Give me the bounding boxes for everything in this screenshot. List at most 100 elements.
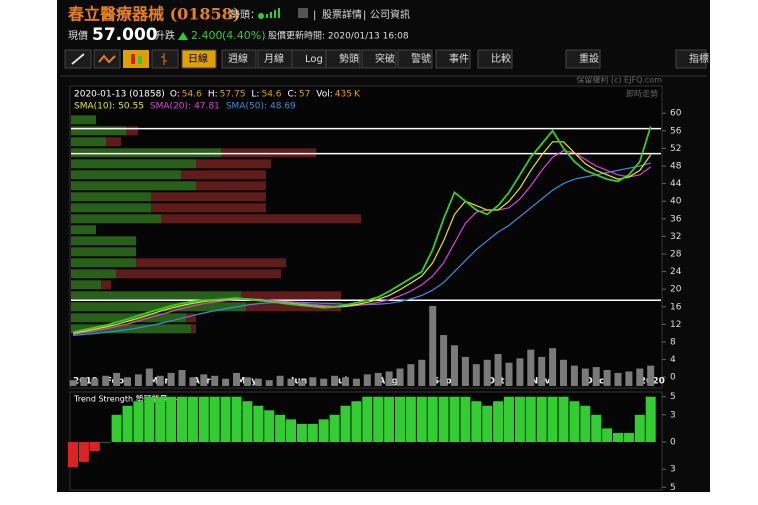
- profile-bar: [196, 181, 266, 191]
- toolbar-label: 事件: [449, 52, 469, 65]
- volume-bar: [527, 349, 535, 386]
- profile-bar: [71, 280, 101, 290]
- trend-bar: [187, 396, 198, 442]
- volume-bar: [581, 368, 589, 386]
- profile-bar: [246, 302, 341, 312]
- volume-bar: [472, 364, 480, 386]
- trend-bar: [264, 410, 275, 442]
- line-icon: [98, 54, 116, 64]
- toolbar-label: 勢頭: [339, 52, 359, 65]
- volume-bar: [69, 380, 77, 386]
- y-tick-label: 48: [670, 162, 682, 172]
- toolbar-button[interactable]: [675, 49, 707, 69]
- y-tick-label: 3: [670, 465, 676, 475]
- volume-bar: [385, 371, 393, 386]
- legend-name[interactable]: SMA(50):: [226, 102, 267, 112]
- toolbar-label: Log: [305, 54, 323, 65]
- toolbar-button[interactable]: [397, 49, 433, 69]
- trend-bar: [144, 396, 155, 442]
- volume-bar: [407, 364, 415, 386]
- trend-bar: [525, 396, 536, 442]
- ohlc-label: O:: [170, 90, 180, 100]
- profile-bar: [71, 159, 196, 169]
- profile-bar: [181, 170, 266, 180]
- toolbar-button[interactable]: [361, 49, 397, 69]
- stock-title: 春立醫療器械 (01858): [67, 5, 240, 24]
- trend-bar: [133, 401, 144, 442]
- trend-bar: [68, 442, 78, 468]
- toolbar-label: 日線: [188, 52, 208, 65]
- trend-bar: [514, 396, 525, 442]
- y-tick-label: 0: [670, 438, 676, 448]
- candle-icon: [138, 56, 142, 64]
- profile-bar: [71, 247, 136, 257]
- volume-bar: [309, 377, 317, 386]
- volume-bar: [538, 356, 546, 386]
- volume-bar: [625, 371, 633, 386]
- y-tick-label: 24: [670, 267, 682, 277]
- trend-bar: [198, 396, 209, 442]
- toolbar-label: 突破: [375, 52, 395, 65]
- trend-bar: [177, 396, 187, 442]
- volume-bar: [124, 377, 131, 386]
- volume-bar: [440, 335, 448, 386]
- change-label: 升跌: [155, 29, 175, 42]
- ohlc-icon: [161, 53, 167, 65]
- candle-button[interactable]: [123, 50, 149, 68]
- toolbar-button[interactable]: [221, 49, 257, 69]
- volume-bar: [331, 375, 339, 386]
- ohlc-label: L:: [251, 90, 259, 100]
- trend-bar: [209, 396, 220, 442]
- volume-bar: [189, 377, 197, 386]
- y-tick-label: 8: [670, 338, 676, 348]
- volume-bar: [222, 378, 230, 386]
- toolbar-button[interactable]: [477, 49, 513, 69]
- y-tick-label: 36: [670, 214, 682, 224]
- trend-bar: [427, 396, 438, 442]
- legend-name[interactable]: SMA(10):: [74, 102, 115, 112]
- profile-bar: [126, 126, 138, 136]
- trend-bar: [634, 414, 645, 442]
- change-pct: (4.40%): [222, 29, 266, 42]
- trend-bar: [318, 419, 329, 442]
- toolbar-button[interactable]: [435, 49, 471, 69]
- volume-bar: [178, 370, 186, 386]
- trend-bar: [111, 414, 122, 442]
- trend-bar: [602, 428, 613, 442]
- ohlc-button[interactable]: [151, 49, 179, 69]
- update-time: 股價更新時間: 2020/01/13 16:08: [268, 30, 409, 42]
- volume-bar: [614, 372, 622, 386]
- volume-bar: [167, 372, 175, 386]
- volume-bar: [483, 359, 491, 386]
- link[interactable]: 公司資訊: [370, 8, 410, 21]
- y-tick-label: 12: [670, 320, 681, 330]
- profile-bar: [71, 137, 106, 147]
- link[interactable]: 股票詳情: [322, 8, 362, 21]
- sma-line: [72, 141, 652, 334]
- ohlc-value: 57.75: [220, 90, 246, 100]
- profile-bar: [71, 269, 116, 279]
- trend-bar: [460, 396, 471, 442]
- volume-bar: [418, 359, 426, 386]
- trend-bar: [78, 442, 89, 462]
- toolbar-button[interactable]: [181, 49, 217, 69]
- toolbar-button[interactable]: [325, 49, 361, 69]
- trend-bar: [155, 396, 166, 442]
- trend-bar: [416, 396, 427, 442]
- trend-bar: [536, 396, 547, 442]
- volume-bar: [276, 375, 284, 386]
- trend-bar: [362, 396, 373, 442]
- volume-bar: [451, 345, 458, 386]
- price-label: 現價: [68, 29, 88, 42]
- trend-bar: [122, 405, 133, 442]
- volume-bar: [647, 365, 655, 386]
- legend-name[interactable]: SMA(20):: [150, 102, 191, 112]
- volume-bar: [461, 356, 469, 386]
- separator: |: [313, 10, 316, 21]
- separator: |: [363, 10, 366, 21]
- y-tick-label: 0: [670, 373, 676, 383]
- toolbar-button[interactable]: [565, 49, 601, 69]
- profile-bar: [101, 280, 111, 290]
- trend-bar: [296, 423, 307, 442]
- profile-bar: [71, 313, 186, 323]
